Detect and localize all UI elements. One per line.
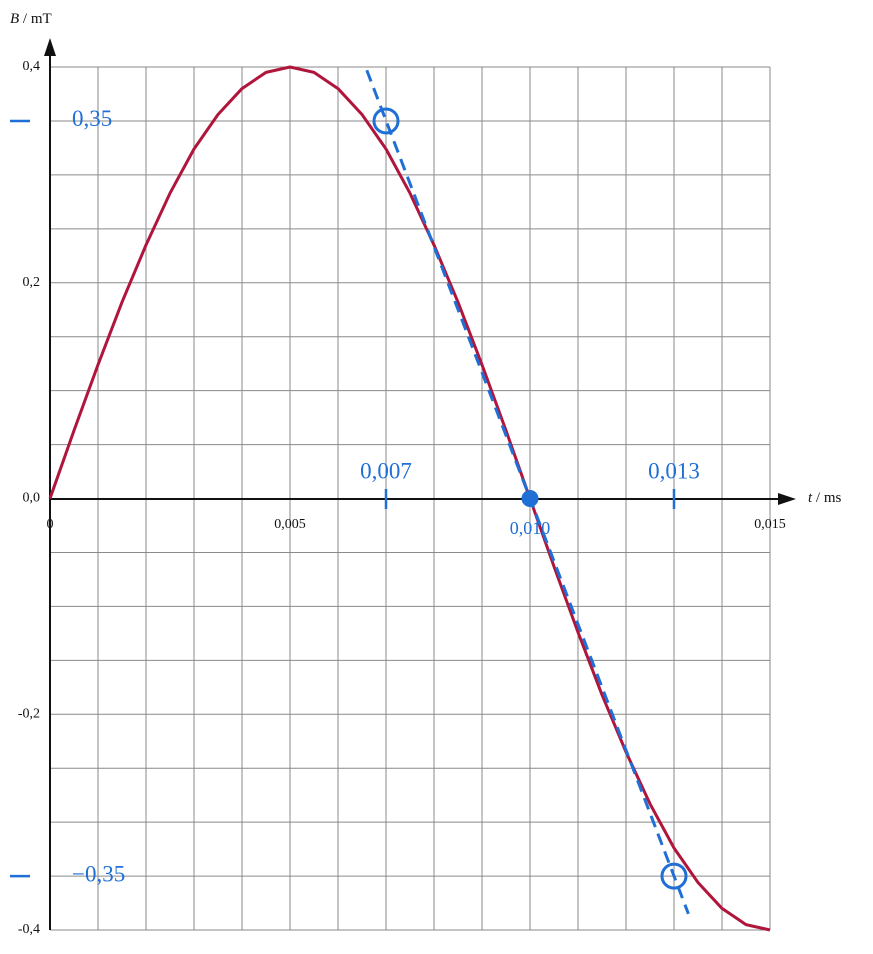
point xyxy=(372,107,400,135)
x-unit: / ms xyxy=(816,490,842,506)
guide-label: 0,007 xyxy=(360,458,412,483)
y-tick-label: -0,2 xyxy=(18,706,40,721)
guide-label: −0,35 xyxy=(72,861,125,886)
y-axis-label: B / mT xyxy=(10,11,52,27)
x-symbol: t xyxy=(808,490,813,506)
x-axis-label: t / ms xyxy=(808,490,842,506)
guide-label: 0,35 xyxy=(72,106,112,131)
tangent-line xyxy=(365,69,690,915)
guide-label: 0,013 xyxy=(648,458,700,483)
point xyxy=(660,862,688,890)
y-tick-label: -0,4 xyxy=(18,922,40,937)
curve xyxy=(48,65,771,932)
y-unit: / mT xyxy=(23,11,52,27)
y-symbol: B xyxy=(10,11,19,27)
x-tick-label: 0,015 xyxy=(754,517,786,532)
point xyxy=(521,490,539,507)
y-tick-label: 0,4 xyxy=(23,59,41,74)
x-axis-arrow xyxy=(778,493,796,505)
x-tick-label: 0,005 xyxy=(274,517,306,532)
y-axis-arrow xyxy=(44,38,56,56)
point-label: 0,010 xyxy=(510,518,551,538)
y-tick-label: 0,0 xyxy=(23,491,41,506)
x-tick-label: 0 xyxy=(47,517,54,532)
y-tick-label: 0,2 xyxy=(23,275,41,290)
